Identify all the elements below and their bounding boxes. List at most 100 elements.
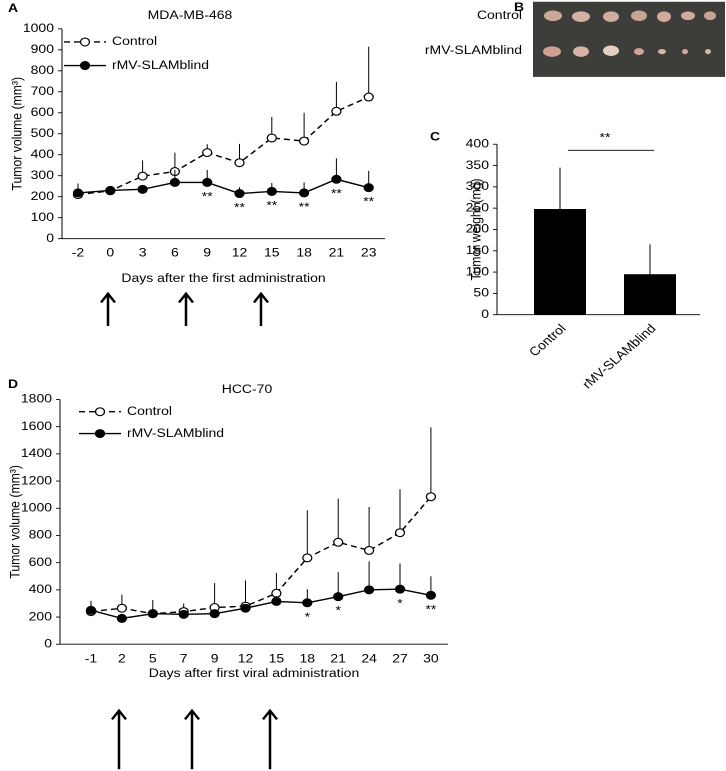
y-tick-label: 300 (466, 179, 489, 193)
y-tick-label: 350 (466, 158, 489, 172)
y-tick-label: 250 (466, 200, 489, 214)
data-point (234, 158, 245, 168)
y-tick-label: 600 (31, 105, 54, 119)
data-point (271, 596, 282, 606)
x-tick-label: 15 (264, 246, 280, 260)
y-tick-label: 800 (31, 63, 54, 77)
legend-marker (79, 37, 91, 47)
data-point (234, 189, 245, 199)
dosing-arrows (99, 291, 279, 770)
significance-label: ** (425, 602, 436, 616)
tumor-photo (533, 1, 725, 77)
x-tick-label: 3 (139, 246, 147, 260)
y-tick-label: 150 (466, 243, 489, 257)
x-tick-label: 0 (106, 246, 114, 260)
y-axis-label: Tumor volume (mm³) (9, 77, 25, 191)
data-point (202, 177, 213, 187)
legend-marker (79, 61, 91, 71)
legend-label: rMV-SLAMblind (112, 58, 209, 72)
x-tick-label: rMV-SLAMblind (579, 321, 659, 391)
series-line (90, 588, 432, 620)
data-point (209, 609, 220, 619)
x-tick-label: Control (526, 321, 569, 359)
panel-label: B (514, 0, 524, 14)
x-tick-label: 12 (232, 246, 248, 260)
data-point (333, 592, 344, 602)
photo-row-label: Control (477, 8, 522, 22)
series-line (77, 96, 370, 196)
significance-label: ** (363, 195, 374, 209)
significance-label: * (397, 596, 402, 610)
y-tick-label: 700 (31, 84, 54, 98)
y-tick-label: 1800 (21, 392, 52, 406)
data-point (363, 585, 375, 595)
significance-label: ** (266, 198, 277, 212)
data-point (331, 106, 342, 116)
legend-label: rMV-SLAMblind (127, 426, 224, 440)
y-tick-label: 1000 (21, 500, 52, 514)
x-tick-label: 23 (361, 246, 377, 260)
legend-label: Control (127, 404, 172, 418)
significance-label: * (335, 604, 340, 618)
legend-marker (94, 429, 106, 439)
x-tick-label: 9 (211, 651, 219, 665)
data-point (266, 133, 277, 143)
y-tick-label: 400 (466, 136, 489, 150)
panel-label: D (8, 377, 18, 391)
y-tick-label: 0 (481, 307, 489, 321)
data-point (425, 492, 437, 502)
chart-title: MDA-MB-468 (148, 8, 233, 22)
data-point (331, 174, 342, 184)
y-tick-label: 600 (29, 555, 52, 569)
x-tick-label: 30 (423, 651, 439, 665)
y-tick-label: 100 (466, 264, 489, 278)
y-tick-label: 200 (31, 189, 54, 203)
x-tick-label: 9 (203, 246, 211, 260)
y-tick-label: 200 (29, 609, 52, 623)
y-tick-label: 100 (31, 210, 54, 224)
panel-label: C (430, 129, 441, 143)
data-point (137, 171, 148, 181)
y-tick-label: 0 (44, 636, 52, 650)
data-point (116, 603, 128, 613)
data-point (202, 148, 213, 158)
x-tick-label: 24 (361, 651, 377, 665)
x-tick-label: -1 (85, 651, 97, 665)
data-point (302, 553, 313, 563)
data-point (72, 188, 84, 198)
y-axis-label: Tumor volume (mm³) (7, 465, 23, 579)
y-tick-label: 800 (29, 528, 52, 542)
series-line (77, 178, 369, 195)
data-point (394, 528, 406, 538)
data-point (147, 609, 158, 619)
y-tick-label: 1400 (21, 446, 52, 460)
data-point (105, 185, 116, 195)
x-tick-label: 27 (392, 651, 408, 665)
significance-label: ** (202, 189, 213, 203)
bar (534, 209, 586, 315)
x-tick-label: 21 (329, 246, 345, 260)
data-point (298, 136, 310, 146)
legend-marker (94, 407, 106, 417)
series-line (90, 496, 432, 615)
x-tick-label: 6 (171, 246, 179, 260)
data-point (363, 545, 375, 555)
data-point (178, 609, 189, 619)
x-axis-label: Days after first viral administration (149, 666, 359, 680)
data-point (363, 92, 374, 102)
significance-label: ** (600, 130, 611, 144)
y-tick-label: 1000 (23, 21, 54, 35)
chart-title: HCC-70 (222, 382, 272, 396)
data-point (425, 590, 437, 600)
y-tick-label: 50 (473, 285, 489, 299)
significance-label: ** (299, 200, 310, 214)
significance-label: ** (234, 200, 245, 214)
y-tick-label: 500 (31, 126, 54, 140)
x-tick-label: 15 (269, 651, 285, 665)
x-tick-label: 21 (330, 651, 346, 665)
y-tick-label: 0 (46, 231, 54, 245)
x-tick-label: 5 (149, 651, 157, 665)
data-point (298, 188, 310, 198)
x-tick-label: 7 (180, 651, 188, 665)
